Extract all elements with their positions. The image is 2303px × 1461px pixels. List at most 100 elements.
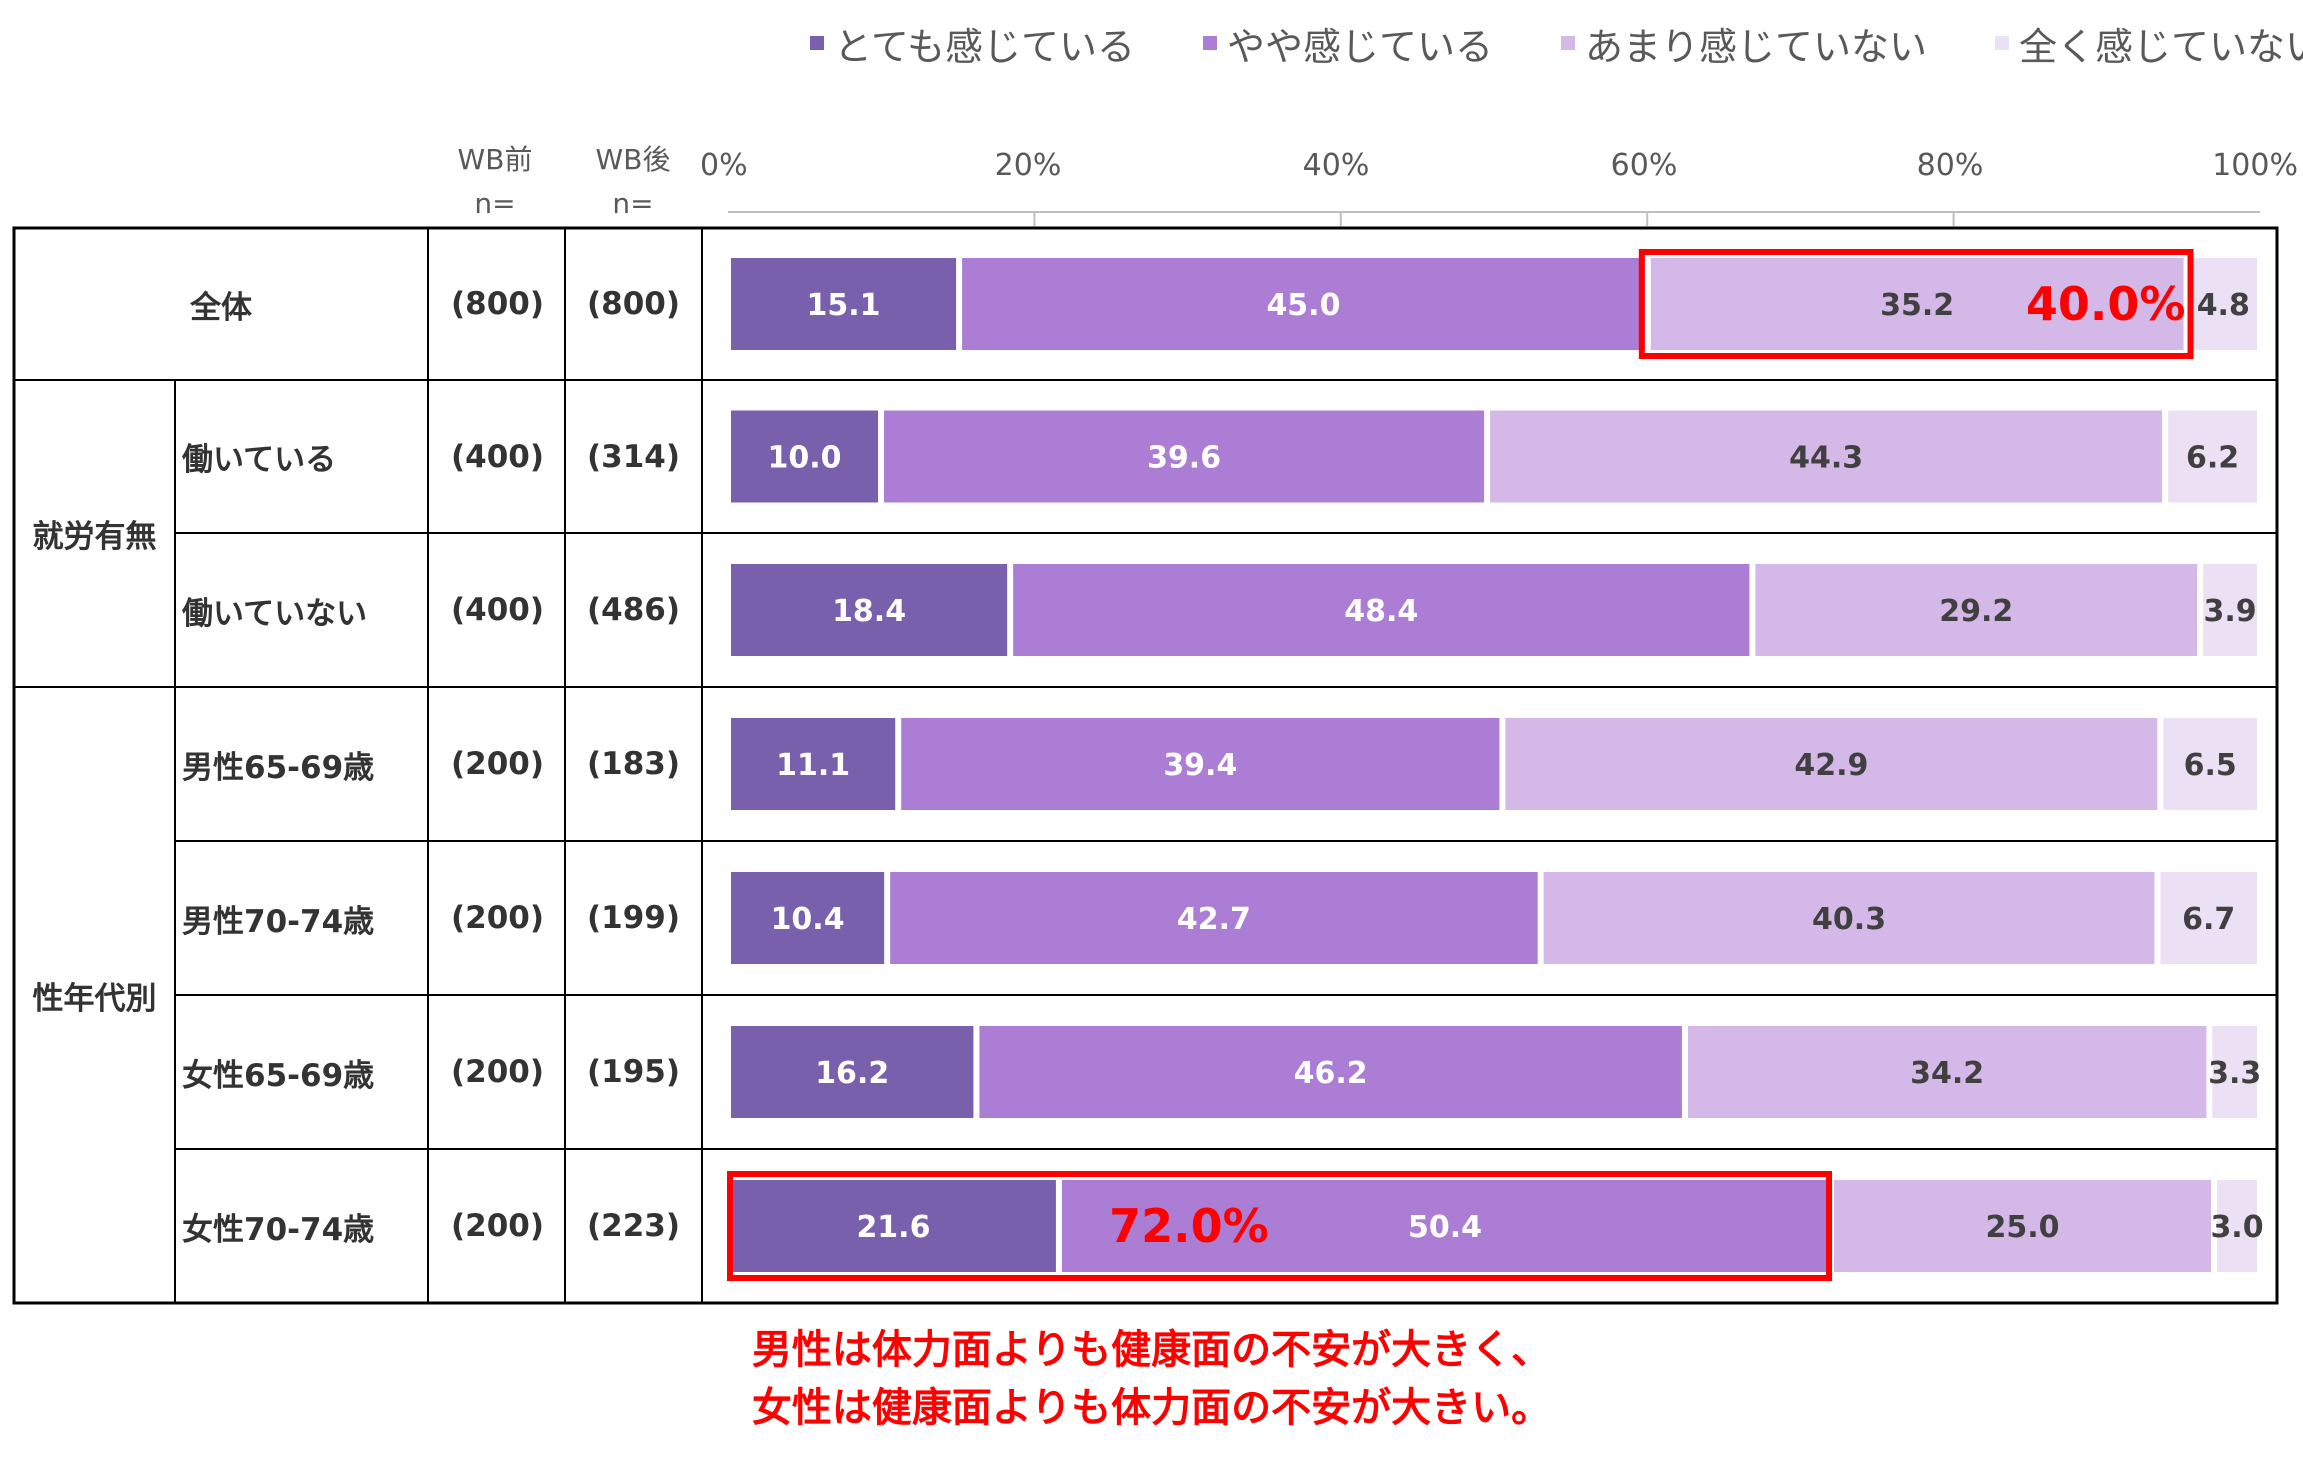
bar-segment [1834,1180,2212,1272]
data-label: 42.7 [1177,902,1251,937]
annotation-line-2: 女性は健康面よりも体力面の不安が大きい。 [751,1385,1552,1431]
bar-segment [884,410,1485,503]
n-before-value: (400) [450,438,545,475]
data-label: 18.4 [832,594,906,629]
category-label: 女性65-69歳 [182,1057,375,1094]
annotation-line-1: 男性は体力面よりも健康面の不安が大きく、 [751,1327,1552,1373]
data-label: 34.2 [1910,1056,1984,1091]
legend-swatch [1202,36,1217,50]
bar-segment [979,1026,1682,1118]
data-label: 15.1 [807,288,881,323]
data-label: 44.3 [1789,441,1863,476]
bar-segment [1650,258,2184,350]
bar-segment [2189,258,2257,350]
data-label: 39.6 [1147,441,1221,476]
data-label: 45.0 [1266,288,1340,323]
bar-segment [731,872,885,964]
category-label: 働いている [182,442,337,478]
n-before-value: (800) [450,286,545,322]
data-label: 6.7 [2182,902,2235,937]
legend-label: やや感じている [1226,24,1493,69]
legend-label: あまり感じていない [1584,24,1927,69]
data-label: 10.4 [771,902,845,937]
legend-item: 全く感じていない [1995,16,2303,71]
bar-segment [731,410,879,503]
legend-label: 全く感じていない [2019,24,2303,69]
bar-segment [2168,410,2257,503]
category-label: 男性65-69歳 [182,749,375,786]
n-after-header-n: n= [612,187,654,220]
n-after-value: (199) [586,900,681,936]
highlight-box [727,1171,1833,1281]
data-label: 3.0 [2210,1210,2263,1245]
n-after-header-title: WB後 [595,143,671,176]
data-label: 42.9 [1794,748,1868,783]
data-label: 3.9 [2204,594,2257,629]
data-label: 40.3 [1812,902,1886,937]
data-label: 21.6 [856,1210,930,1245]
n-after-value: (314) [586,438,681,475]
legend-swatch [1995,36,2009,50]
legend-item: とても感じている [810,16,1135,71]
n-before-value: (200) [450,746,545,782]
data-label: 39.4 [1163,748,1237,783]
bar-segment [731,718,896,810]
bar-segment [731,1026,974,1118]
n-before-value: (200) [450,1054,545,1090]
table-border [12,226,2279,1305]
data-label: 6.5 [2184,748,2237,783]
bar-segment [962,258,1645,350]
n-after-value: (486) [586,592,681,628]
legend-swatch [810,36,824,50]
n-after-value: (183) [586,746,681,782]
data-label: 16.2 [815,1056,889,1091]
x-tick-label: 100% [2212,148,2298,183]
data-label: 4.8 [2197,288,2250,323]
data-label: 48.4 [1344,594,1418,629]
bar-segment [2163,718,2257,810]
highlight-label: 72.0% [1109,1199,1269,1253]
highlight-box [1638,249,2194,359]
data-label: 6.2 [2186,441,2239,476]
group-label-sexage: 性年代別 [32,980,157,1017]
group-label-work: 就労有無 [32,519,157,555]
bar-segment [731,564,1008,656]
legend: とても感じている やや感じている あまり感じていない 全く感じていない [810,16,2303,70]
data-label: 11.1 [776,748,850,783]
highlight-label: 40.0% [2026,277,2186,331]
data-label: 3.3 [2208,1056,2261,1091]
n-after-value: (195) [586,1054,681,1090]
n-after-value: (800) [586,286,681,322]
bar-segment [731,1180,1056,1272]
bar-segment [1013,564,1750,656]
bar-segment [1505,718,2158,810]
bar-segment [890,872,1538,964]
n-after-value: (223) [586,1208,681,1244]
data-label: 10.0 [768,441,842,476]
data-label: 46.2 [1294,1056,1368,1091]
n-before-value: (200) [450,900,545,936]
n-before-header-n: n= [474,187,516,220]
n-before-value: (400) [450,592,545,628]
data-label: 35.2 [1880,288,1954,323]
x-tick-label: 60% [1610,148,1678,183]
legend-item: あまり感じていない [1560,16,1927,71]
bar-segment [2217,1180,2257,1272]
legend-swatch [1560,36,1575,50]
x-tick-label: 20% [994,148,1062,183]
bar-segment [1490,410,2163,503]
category-label: 働いていない [182,595,368,632]
bar-segment [901,718,1500,810]
bar-segment [2212,1026,2257,1118]
category-label: 女性70-74歳 [182,1211,375,1248]
bar-segment [2203,564,2257,656]
x-tick-label: 40% [1302,148,1370,183]
category-label: 男性70-74歳 [182,903,375,940]
data-label: 25.0 [1986,1210,2060,1245]
bar-segment [1687,1026,2207,1118]
x-tick-label: 80% [1916,148,1984,183]
category-label-total: 全体 [190,289,252,326]
